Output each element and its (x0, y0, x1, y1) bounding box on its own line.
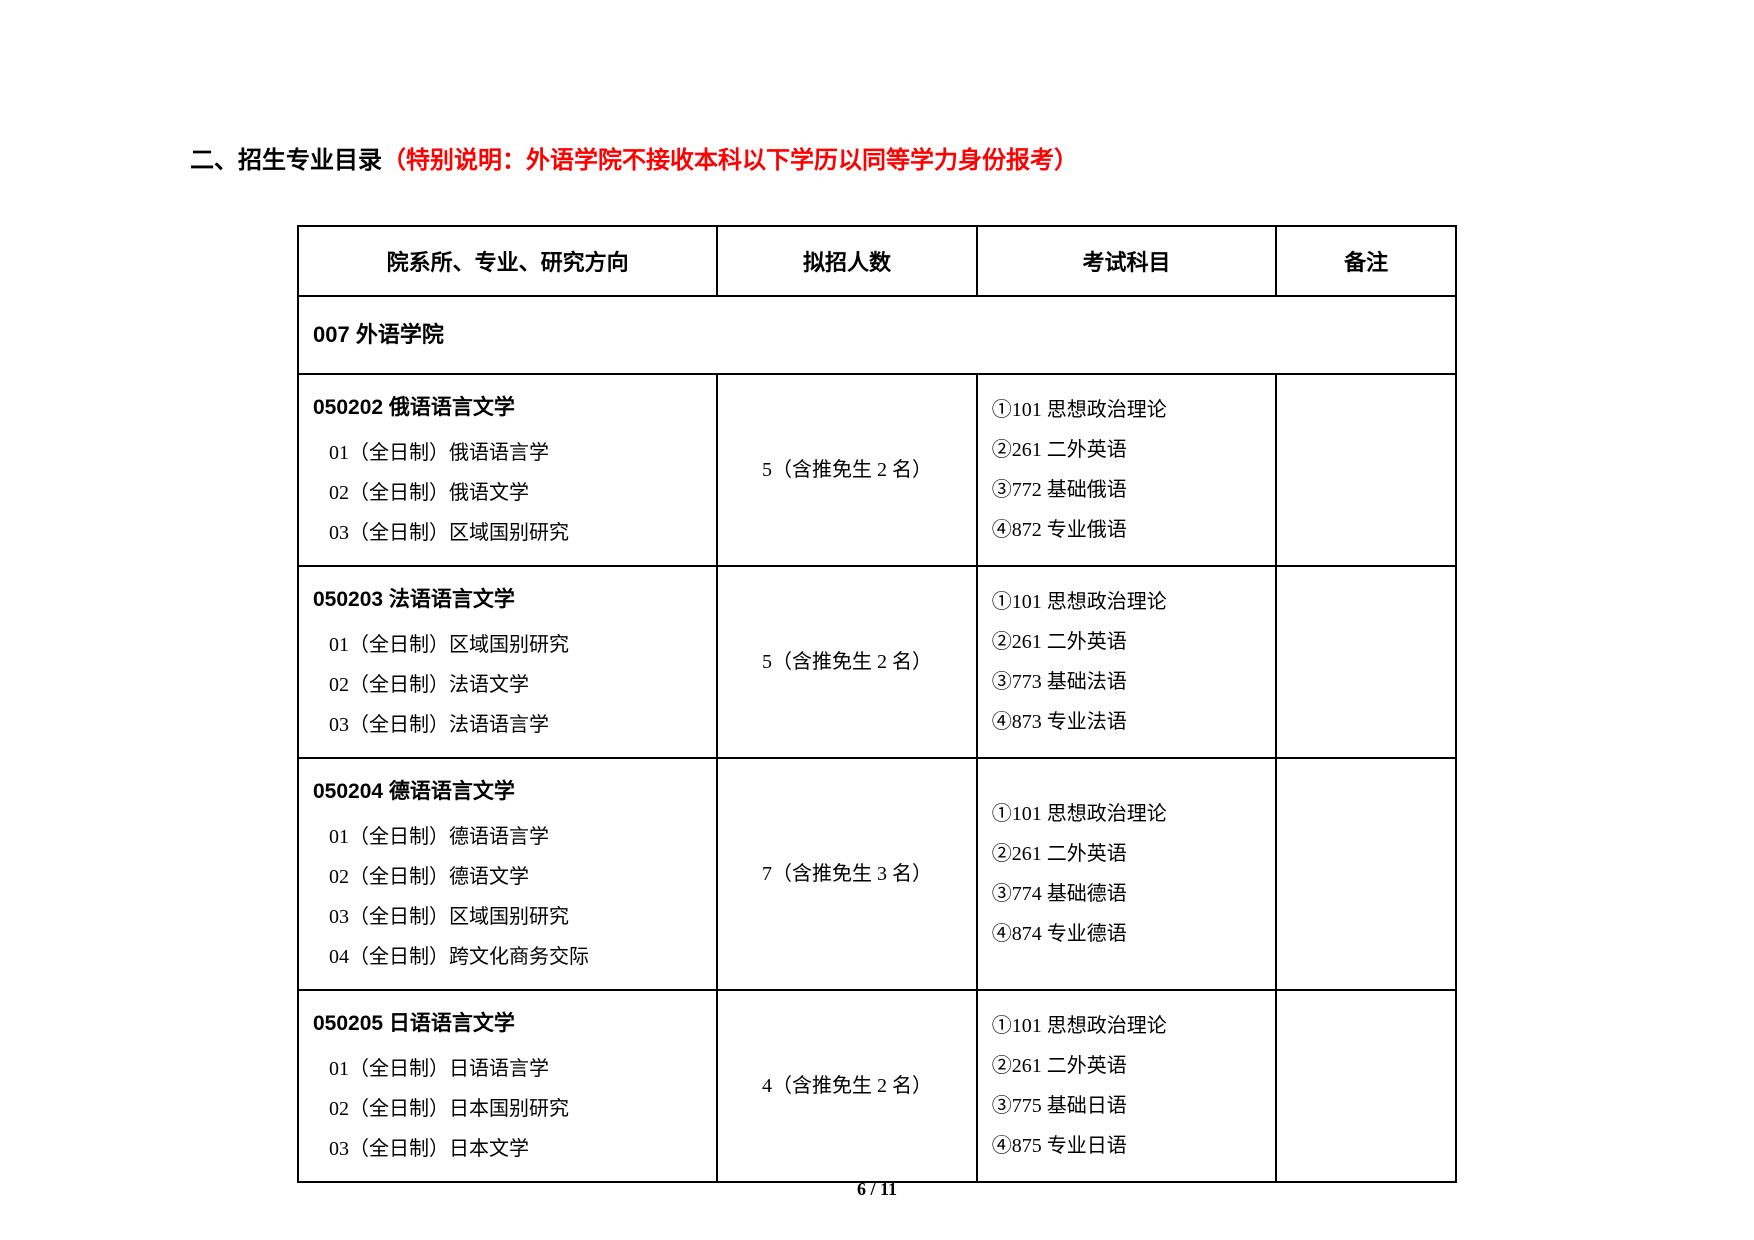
note-cell (1276, 566, 1456, 758)
header-note: 备注 (1276, 226, 1456, 296)
section-heading: 二、招生专业目录（特别说明：外语学院不接收本科以下学历以同等学力身份报考） (190, 140, 1564, 175)
program-track: 02（全日制）德语文学 (313, 857, 702, 897)
table-row: 050205 日语语言文学 01（全日制）日语语言学 02（全日制）日本国别研究… (298, 990, 1456, 1182)
exam-line: ①101 思想政治理论 (992, 1006, 1261, 1046)
exam-line: ①101 思想政治理论 (992, 794, 1261, 834)
program-track: 01（全日制）日语语言学 (313, 1049, 702, 1089)
exam-line: ④875 专业日语 (992, 1126, 1261, 1166)
exam-line: ④873 专业法语 (992, 702, 1261, 742)
page-number: 6 / 11 (0, 1179, 1754, 1200)
exam-line: ②261 二外英语 (992, 622, 1261, 662)
program-title: 050202 俄语语言文学 (313, 387, 702, 429)
program-track: 03（全日制）区域国别研究 (313, 513, 702, 553)
exam-line: ③772 基础俄语 (992, 470, 1261, 510)
program-track: 04（全日制）跨文化商务交际 (313, 937, 702, 977)
exam-cell: ①101 思想政治理论 ②261 二外英语 ③773 基础法语 ④873 专业法… (977, 566, 1276, 758)
program-cell: 050204 德语语言文学 01（全日制）德语语言学 02（全日制）德语文学 0… (298, 758, 717, 990)
exam-line: ①101 思想政治理论 (992, 582, 1261, 622)
count-cell: 5（含推免生 2 名） (717, 374, 977, 566)
program-cell: 050202 俄语语言文学 01（全日制）俄语语言学 02（全日制）俄语文学 0… (298, 374, 717, 566)
exam-line: ①101 思想政治理论 (992, 390, 1261, 430)
header-count: 拟招人数 (717, 226, 977, 296)
program-track: 03（全日制）日本文学 (313, 1129, 702, 1169)
program-cell: 050203 法语语言文学 01（全日制）区域国别研究 02（全日制）法语文学 … (298, 566, 717, 758)
section-label: 007 外语学院 (298, 296, 1456, 374)
exam-line: ②261 二外英语 (992, 430, 1261, 470)
table-header-row: 院系所、专业、研究方向 拟招人数 考试科目 备注 (298, 226, 1456, 296)
program-track: 01（全日制）区域国别研究 (313, 625, 702, 665)
count-cell: 5（含推免生 2 名） (717, 566, 977, 758)
document-page: 二、招生专业目录（特别说明：外语学院不接收本科以下学历以同等学力身份报考） 院系… (0, 0, 1754, 1240)
program-track: 03（全日制）区域国别研究 (313, 897, 702, 937)
heading-black: 二、招生专业目录 (190, 147, 382, 174)
exam-line: ②261 二外英语 (992, 834, 1261, 874)
program-track: 03（全日制）法语语言学 (313, 705, 702, 745)
program-track: 02（全日制）日本国别研究 (313, 1089, 702, 1129)
count-cell: 4（含推免生 2 名） (717, 990, 977, 1182)
exam-cell: ①101 思想政治理论 ②261 二外英语 ③774 基础德语 ④874 专业德… (977, 758, 1276, 990)
header-exam: 考试科目 (977, 226, 1276, 296)
exam-line: ④872 专业俄语 (992, 510, 1261, 550)
program-cell: 050205 日语语言文学 01（全日制）日语语言学 02（全日制）日本国别研究… (298, 990, 717, 1182)
exam-line: ③775 基础日语 (992, 1086, 1261, 1126)
program-title: 050204 德语语言文学 (313, 771, 702, 813)
exam-cell: ①101 思想政治理论 ②261 二外英语 ③775 基础日语 ④875 专业日… (977, 990, 1276, 1182)
admissions-table: 院系所、专业、研究方向 拟招人数 考试科目 备注 007 外语学院 050202… (297, 225, 1457, 1183)
note-cell (1276, 990, 1456, 1182)
exam-line: ②261 二外英语 (992, 1046, 1261, 1086)
heading-red: （特别说明：外语学院不接收本科以下学历以同等学力身份报考） (382, 147, 1078, 174)
table-row: 050202 俄语语言文学 01（全日制）俄语语言学 02（全日制）俄语文学 0… (298, 374, 1456, 566)
note-cell (1276, 758, 1456, 990)
program-track: 01（全日制）俄语语言学 (313, 433, 702, 473)
section-row: 007 外语学院 (298, 296, 1456, 374)
exam-line: ③773 基础法语 (992, 662, 1261, 702)
count-cell: 7（含推免生 3 名） (717, 758, 977, 990)
exam-cell: ①101 思想政治理论 ②261 二外英语 ③772 基础俄语 ④872 专业俄… (977, 374, 1276, 566)
exam-line: ④874 专业德语 (992, 914, 1261, 954)
program-track: 02（全日制）法语文学 (313, 665, 702, 705)
program-title: 050203 法语语言文学 (313, 579, 702, 621)
exam-line: ③774 基础德语 (992, 874, 1261, 914)
header-dept: 院系所、专业、研究方向 (298, 226, 717, 296)
program-title: 050205 日语语言文学 (313, 1003, 702, 1045)
table-row: 050204 德语语言文学 01（全日制）德语语言学 02（全日制）德语文学 0… (298, 758, 1456, 990)
program-track: 02（全日制）俄语文学 (313, 473, 702, 513)
note-cell (1276, 374, 1456, 566)
table-row: 050203 法语语言文学 01（全日制）区域国别研究 02（全日制）法语文学 … (298, 566, 1456, 758)
program-track: 01（全日制）德语语言学 (313, 817, 702, 857)
